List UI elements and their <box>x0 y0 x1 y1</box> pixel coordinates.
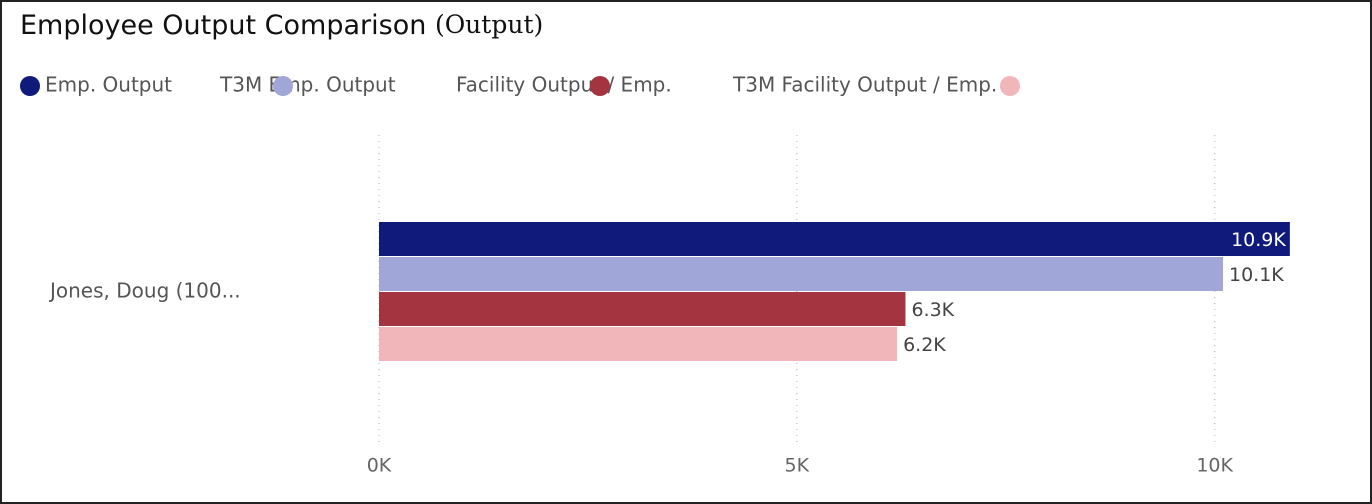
legend-marker <box>273 76 293 96</box>
bar <box>379 292 906 326</box>
chart-title: Employee Output Comparison (Output) <box>20 10 543 41</box>
title-suffix: (Output) <box>435 10 543 39</box>
legend-label: T3M Facility Output / Emp. <box>732 73 997 97</box>
legend-label: Facility Output / Emp. <box>456 73 672 97</box>
legend-label: T3M Emp. Output <box>219 73 396 97</box>
data-label: 6.2K <box>903 334 946 356</box>
title-main: Employee Output Comparison <box>20 10 426 41</box>
data-label: 6.3K <box>911 299 954 321</box>
legend-label: Emp. Output <box>45 73 172 97</box>
bar <box>379 257 1224 291</box>
x-tick-label: 0K <box>367 455 392 477</box>
y-tick-label: Jones, Doug (100... <box>48 279 241 303</box>
legend-marker <box>20 76 40 96</box>
bar <box>379 222 1290 256</box>
data-label: 10.9K <box>1231 229 1286 251</box>
legend-marker <box>1000 76 1020 96</box>
x-tick-label: 10K <box>1196 455 1233 477</box>
bar <box>379 327 898 361</box>
legend-marker <box>590 76 610 96</box>
x-tick-label: 5K <box>785 455 810 477</box>
data-label: 10.1K <box>1229 264 1284 286</box>
